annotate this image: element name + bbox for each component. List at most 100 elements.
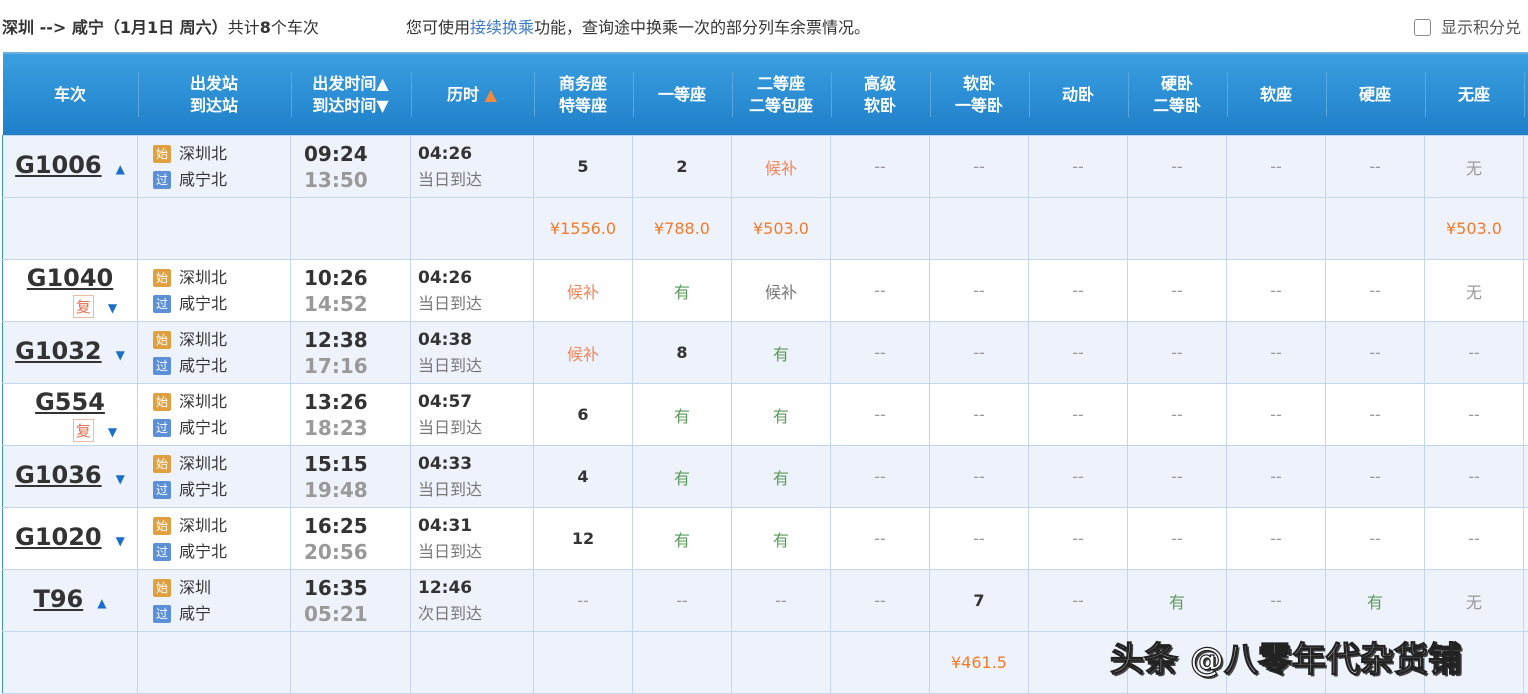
from-station: 深圳北 — [179, 268, 227, 287]
train-number-link[interactable]: G1040 — [27, 264, 114, 292]
train-number-link[interactable]: G1032 — [15, 337, 102, 365]
seat-availability: -- — [1029, 508, 1128, 570]
seat-availability[interactable]: 7 — [930, 570, 1029, 632]
seat-availability: -- — [831, 384, 930, 446]
arrival-time: 20:56 — [304, 539, 410, 565]
expand-arrow-icon[interactable]: ▲ — [116, 162, 125, 176]
from-station: 深圳北 — [179, 144, 227, 163]
seat-availability: -- — [1425, 446, 1524, 508]
seat-availability: -- — [1227, 570, 1326, 632]
column-header[interactable]: 历时 ▲ — [411, 53, 534, 136]
seat-availability[interactable]: 有 — [732, 446, 831, 508]
seat-availability[interactable]: 有 — [633, 384, 732, 446]
header-label: 无座 — [1426, 84, 1523, 106]
seat-availability: -- — [1227, 322, 1326, 384]
departure-time: 13:26 — [304, 389, 410, 415]
duration: 04:33 — [418, 451, 533, 477]
column-header: 商务座特等座 — [534, 53, 633, 136]
header-label: 商务座 — [535, 73, 632, 95]
header-label: 出发时间▲ — [292, 73, 410, 95]
seat-availability: -- — [633, 570, 732, 632]
duration: 12:46 — [418, 575, 533, 601]
train-table: 车次出发站到达站出发时间▲到达时间▼历时 ▲商务座特等座一等座二等座二等包座高级… — [2, 52, 1528, 694]
expand-arrow-icon[interactable]: ▼ — [116, 472, 125, 486]
seat-availability: -- — [831, 136, 930, 198]
arrive-day: 当日到达 — [418, 415, 533, 441]
checkbox-icon[interactable] — [1414, 19, 1431, 36]
departure-time: 16:35 — [304, 575, 410, 601]
arrive-day: 当日到达 — [418, 353, 533, 379]
pass-station-icon: 过 — [153, 419, 171, 437]
seat-availability: -- — [1029, 136, 1128, 198]
points-checkbox[interactable]: 显示积分兑 — [1414, 14, 1521, 38]
seat-availability[interactable]: 有 — [732, 508, 831, 570]
seat-availability[interactable]: 无 — [1425, 570, 1524, 632]
seat-availability[interactable]: 8 — [633, 322, 732, 384]
train-number-link[interactable]: G1006 — [15, 151, 102, 179]
seat-availability[interactable]: 有 — [732, 384, 831, 446]
seat-availability[interactable]: 候补 — [732, 136, 831, 198]
seat-price — [930, 198, 1029, 260]
train-number-link[interactable]: T96 — [33, 585, 83, 613]
departure-time: 16:25 — [304, 513, 410, 539]
seat-availability[interactable]: 有 — [1326, 570, 1425, 632]
arrival-time: 17:16 — [304, 353, 410, 379]
sort-up-icon[interactable]: ▲ — [485, 85, 497, 104]
to-station: 咸宁北 — [179, 170, 227, 189]
seat-availability[interactable]: 候补 — [732, 260, 831, 322]
column-header: 高级软卧 — [831, 53, 930, 136]
header-label: 一等座 — [634, 84, 731, 106]
seat-availability[interactable]: 候补 — [534, 322, 633, 384]
train-number-link[interactable]: G554 — [35, 388, 105, 416]
arrival-time: 14:52 — [304, 291, 410, 317]
seat-availability: -- — [930, 384, 1029, 446]
transfer-link[interactable]: 接续换乘 — [470, 18, 534, 37]
train-number-link[interactable]: G1036 — [15, 461, 102, 489]
expand-arrow-icon[interactable]: ▼ — [108, 425, 117, 439]
column-header: 出发站到达站 — [138, 53, 291, 136]
column-header[interactable]: 出发时间▲到达时间▼ — [291, 53, 411, 136]
train-number-link[interactable]: G1020 — [15, 523, 102, 551]
seat-availability: -- — [930, 508, 1029, 570]
seat-availability: -- — [1128, 384, 1227, 446]
to-station: 咸宁北 — [179, 480, 227, 499]
pass-station-icon: 过 — [153, 481, 171, 499]
seat-availability[interactable]: 5 — [534, 136, 633, 198]
to-station: 咸宁北 — [179, 294, 227, 313]
seat-availability[interactable]: 2 — [633, 136, 732, 198]
seat-price — [732, 632, 831, 694]
seat-availability[interactable]: 无 — [1425, 260, 1524, 322]
header-label: 硬卧 — [1129, 73, 1226, 95]
header-label: 车次 — [4, 84, 137, 106]
seat-availability[interactable]: 4 — [534, 446, 633, 508]
seat-availability[interactable]: 有 — [1128, 570, 1227, 632]
seat-availability[interactable]: 有 — [633, 260, 732, 322]
seat-availability[interactable]: 有 — [633, 446, 732, 508]
expand-arrow-icon[interactable]: ▲ — [97, 596, 106, 610]
expand-arrow-icon[interactable]: ▼ — [108, 301, 117, 315]
seat-availability[interactable]: 候补 — [534, 260, 633, 322]
transfer-tip: 您可使用接续换乘功能，查询途中换乘一次的部分列车余票情况。 — [406, 14, 870, 38]
seat-availability[interactable]: 有 — [732, 322, 831, 384]
seat-availability: -- — [930, 136, 1029, 198]
expand-arrow-icon[interactable]: ▼ — [116, 348, 125, 362]
seat-price — [633, 632, 732, 694]
seat-availability[interactable]: 无 — [1425, 136, 1524, 198]
column-header: 硬座 — [1326, 53, 1425, 136]
seat-availability: -- — [831, 260, 930, 322]
seat-availability[interactable]: 12 — [534, 508, 633, 570]
seat-availability[interactable]: 6 — [534, 384, 633, 446]
seat-availability[interactable]: 有 — [633, 508, 732, 570]
header-label: 软座 — [1228, 84, 1325, 106]
seat-availability: -- — [534, 570, 633, 632]
expand-arrow-icon[interactable]: ▼ — [116, 534, 125, 548]
seat-availability: -- — [1029, 322, 1128, 384]
seat-price: ¥1556.0 — [534, 198, 633, 260]
